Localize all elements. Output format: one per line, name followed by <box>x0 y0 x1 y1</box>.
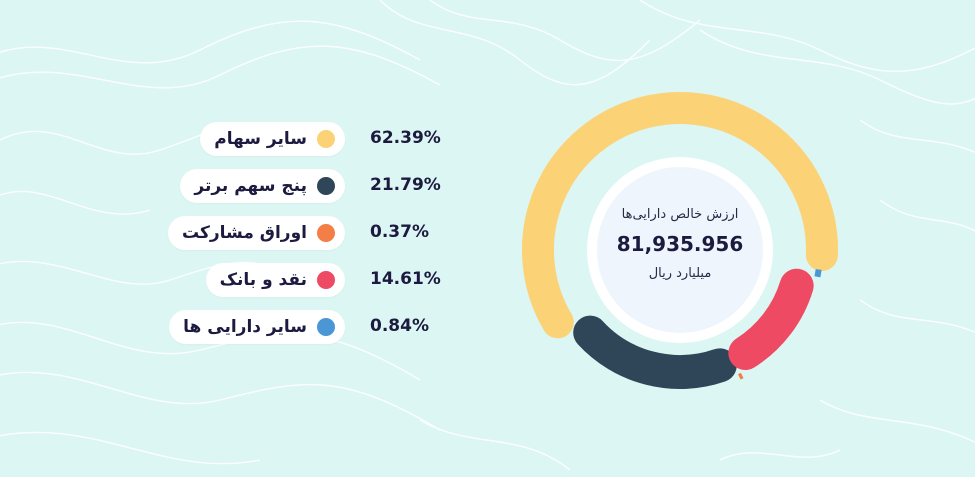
legend-color-dot <box>317 318 335 336</box>
legend-item: اوراق مشارکت 0.37% <box>167 216 470 263</box>
legend-color-dot <box>317 130 335 148</box>
donut-slice <box>522 92 838 339</box>
center-value: 81,935.956 <box>616 232 744 256</box>
legend-label: نقد و بانک <box>219 270 307 290</box>
legend: سایر سهام 62.39% پنج سهم برتر 21.79% اور… <box>167 122 470 357</box>
donut-chart <box>522 92 838 389</box>
legend-value: 0.37% <box>370 222 429 242</box>
legend-value: 62.39% <box>370 128 441 148</box>
donut-slice <box>737 372 744 380</box>
legend-color-dot <box>317 177 335 195</box>
legend-value: 0.84% <box>370 316 429 336</box>
legend-value: 14.61% <box>370 269 441 289</box>
donut-hole <box>587 157 773 343</box>
legend-pill: نقد و بانک <box>205 263 345 297</box>
donut-slice <box>728 268 814 371</box>
donut-slice <box>814 269 822 278</box>
center-title: ارزش خالص دارایی‌ها <box>621 207 739 222</box>
legend-value: 21.79% <box>370 175 441 195</box>
legend-label: اوراق مشارکت <box>181 223 307 243</box>
donut-center: ارزش خالص دارایی‌ها 81,935.956 میلیارد ر… <box>600 160 760 320</box>
legend-pill: پنج سهم برتر <box>180 169 345 203</box>
legend-color-dot <box>317 224 335 242</box>
legend-pill: سایر دارایی ها <box>169 310 345 344</box>
legend-color-dot <box>317 271 335 289</box>
legend-pill: سایر سهام <box>200 122 345 156</box>
legend-item: نقد و بانک 14.61% <box>170 263 470 310</box>
donut-slice <box>573 315 737 389</box>
legend-label: پنج سهم برتر <box>194 176 307 196</box>
center-unit: میلیارد ریال <box>648 266 712 281</box>
legend-item: سایر سهام 62.39% <box>170 122 470 169</box>
legend-item: پنج سهم برتر 21.79% <box>170 169 470 216</box>
legend-label: سایر دارایی ها <box>183 317 307 337</box>
legend-pill: اوراق مشارکت <box>167 216 345 250</box>
legend-label: سایر سهام <box>214 129 307 149</box>
legend-item: سایر دارایی ها 0.84% <box>169 310 470 357</box>
